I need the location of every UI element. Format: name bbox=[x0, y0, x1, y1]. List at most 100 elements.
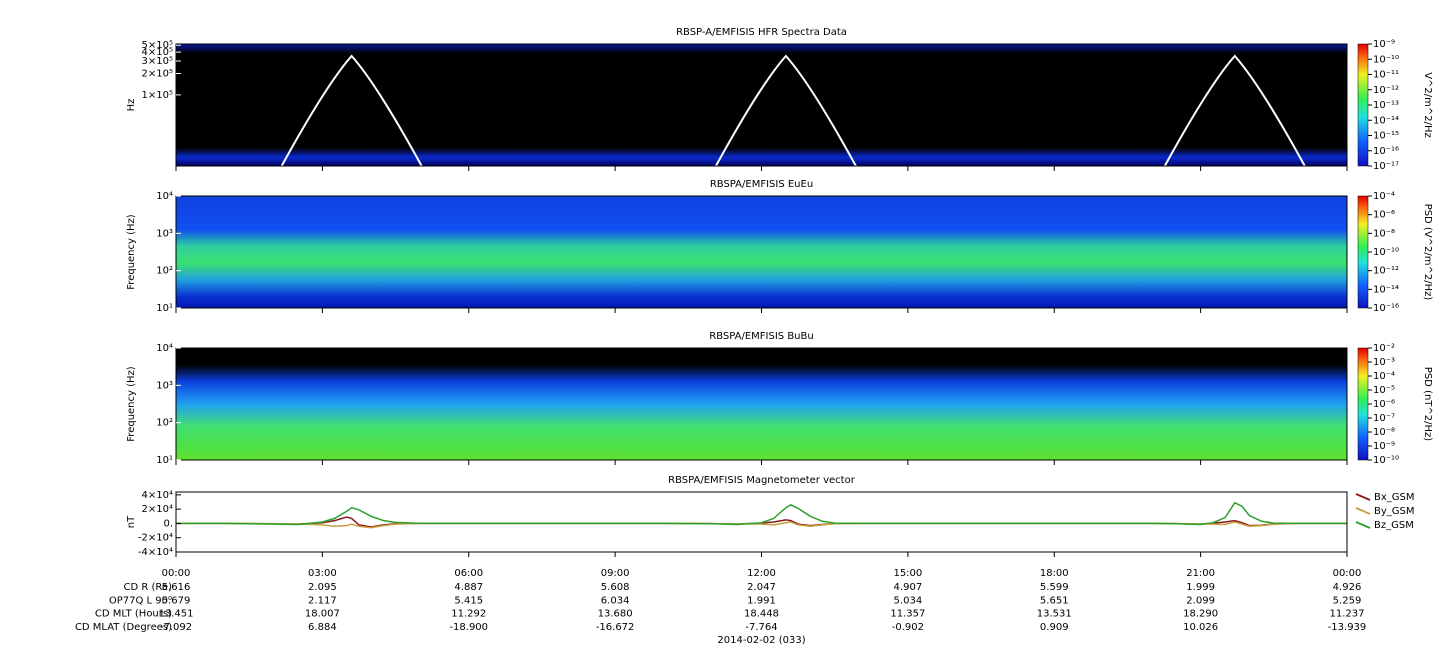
colorbar bbox=[1357, 195, 1369, 309]
y-tick-label: 10³ bbox=[156, 228, 173, 239]
colorbar-tick-label: 10⁻¹⁷ bbox=[1373, 161, 1399, 172]
legend-swatch bbox=[1355, 507, 1371, 515]
ephemeris-value: -18.900 bbox=[449, 622, 488, 633]
colorbar-tick-label: 10⁻¹⁰ bbox=[1373, 54, 1399, 65]
ephemeris-value: 5.259 bbox=[1333, 595, 1362, 606]
x-axis-label: 2014-02-02 (033) bbox=[717, 635, 805, 646]
legend-swatch bbox=[1355, 493, 1371, 501]
legend-label: Bz_GSM bbox=[1374, 520, 1414, 531]
y-tick-label: 5×10⁵ bbox=[142, 40, 173, 51]
y-tick-label: 10³ bbox=[156, 380, 173, 391]
y-axis-label: Frequency (Hz) bbox=[126, 366, 137, 442]
ephemeris-value: 5.608 bbox=[601, 582, 630, 593]
overlay-curve bbox=[1163, 54, 1306, 167]
overlay-curve bbox=[280, 54, 423, 167]
spectrogram-image bbox=[176, 44, 1347, 166]
y-tick-label: 10⁴ bbox=[156, 343, 173, 354]
colorbar-tick-label: 10⁻⁹ bbox=[1373, 441, 1395, 452]
x-tick-label: 00:00 bbox=[1333, 568, 1362, 579]
colorbar-tick-label: 10⁻¹⁶ bbox=[1373, 146, 1399, 157]
colorbar-tick-label: 10⁻⁴ bbox=[1373, 191, 1395, 202]
ephemeris-value: 18.290 bbox=[1183, 609, 1218, 620]
ephemeris-value: 2.095 bbox=[308, 582, 337, 593]
x-tick-label: 12:00 bbox=[747, 568, 776, 579]
y-tick-label: 4×10⁵ bbox=[142, 47, 173, 58]
ephemeris-value: 2.047 bbox=[747, 582, 776, 593]
ephemeris-value: -7.092 bbox=[160, 622, 192, 633]
y-axis-label: nT bbox=[126, 515, 137, 528]
ephemeris-label: CD MLAT (Degrees) bbox=[75, 622, 172, 633]
panel-title: RBSPA/EMFISIS EuEu bbox=[710, 179, 813, 190]
colorbar-tick-label: 10⁻¹⁴ bbox=[1373, 284, 1399, 295]
x-tick-label: 00:00 bbox=[162, 568, 191, 579]
y-tick-label: 10¹ bbox=[156, 455, 173, 466]
colorbar-tick-label: 10⁻¹⁵ bbox=[1373, 131, 1399, 142]
y-tick-label: 3×10⁵ bbox=[142, 56, 173, 67]
ephemeris-value: 4.926 bbox=[1333, 582, 1362, 593]
y-tick-label: 4×10⁴ bbox=[142, 490, 173, 501]
colorbar-tick-label: 10⁻¹¹ bbox=[1373, 70, 1399, 81]
ephemeris-value: 6.884 bbox=[308, 622, 337, 633]
x-tick-label: 21:00 bbox=[1186, 568, 1215, 579]
colorbar-tick-label: 10⁻⁵ bbox=[1373, 385, 1395, 396]
ephemeris-value: -7.764 bbox=[745, 622, 777, 633]
colorbar-tick-label: 10⁻⁶ bbox=[1373, 210, 1395, 221]
ephemeris-value: 10.026 bbox=[1183, 622, 1218, 633]
ephemeris-value: 13.680 bbox=[598, 609, 633, 620]
ephemeris-value: 6.034 bbox=[601, 595, 630, 606]
ephemeris-value: 5.651 bbox=[1040, 595, 1069, 606]
ephemeris-value: 18.448 bbox=[744, 609, 779, 620]
x-tick-label: 18:00 bbox=[1040, 568, 1069, 579]
legend-label: By_GSM bbox=[1374, 506, 1415, 517]
ephemeris-label: CD R (Re) bbox=[124, 582, 173, 593]
legend-swatch bbox=[1355, 521, 1371, 529]
ephemeris-label: CD MLT (Hours) bbox=[95, 609, 172, 620]
colorbar bbox=[1357, 347, 1369, 461]
ephemeris-value: 1.991 bbox=[747, 595, 776, 606]
colorbar-tick-label: 10⁻¹⁶ bbox=[1373, 303, 1399, 314]
ephemeris-value: 4.907 bbox=[894, 582, 923, 593]
ephemeris-value: -13.939 bbox=[1328, 622, 1367, 633]
ephemeris-value: 5.616 bbox=[162, 582, 191, 593]
ephemeris-value: 2.117 bbox=[308, 595, 337, 606]
panel-title: RBSP-A/EMFISIS HFR Spectra Data bbox=[676, 27, 847, 38]
y-axis-label: Frequency (Hz) bbox=[126, 214, 137, 290]
colorbar-tick-label: 10⁻² bbox=[1373, 343, 1395, 354]
y-tick-label: 10¹ bbox=[156, 303, 173, 314]
panel-title: RBSPA/EMFISIS Magnetometer vector bbox=[668, 475, 856, 486]
ephemeris-value: 5.415 bbox=[454, 595, 483, 606]
y-tick-label: 10² bbox=[156, 418, 173, 429]
colorbar-tick-label: 10⁻³ bbox=[1373, 357, 1395, 368]
y-tick-label: 10⁴ bbox=[156, 191, 173, 202]
ephemeris-label: OP77Q L 90⁰ bbox=[109, 595, 172, 606]
colorbar-tick-label: 10⁻⁷ bbox=[1373, 413, 1395, 424]
colorbar-label: PSD (nT^2/Hz) bbox=[1422, 367, 1433, 441]
panel-title: RBSPA/EMFISIS BuBu bbox=[709, 331, 813, 342]
colorbar-tick-label: 10⁻¹² bbox=[1373, 266, 1399, 277]
colorbar-tick-label: 10⁻⁶ bbox=[1373, 399, 1395, 410]
ephemeris-value: 0.909 bbox=[1040, 622, 1069, 633]
colorbar bbox=[1357, 43, 1369, 167]
spectrogram-image bbox=[176, 196, 1347, 308]
x-tick-label: 15:00 bbox=[893, 568, 922, 579]
ephemeris-value: -0.902 bbox=[892, 622, 924, 633]
ephemeris-value: 18.007 bbox=[305, 609, 340, 620]
ephemeris-value: 5.679 bbox=[162, 595, 191, 606]
colorbar-tick-label: 10⁻¹⁰ bbox=[1373, 455, 1399, 466]
overlay-curve bbox=[715, 54, 857, 167]
spectrogram-image bbox=[176, 348, 1347, 460]
ephemeris-value: 1.999 bbox=[1186, 582, 1215, 593]
ephemeris-value: 11.237 bbox=[1330, 609, 1365, 620]
x-tick-label: 03:00 bbox=[308, 568, 337, 579]
colorbar-label: V^2/m^2/Hz bbox=[1422, 72, 1433, 138]
ephemeris-value: 2.099 bbox=[1186, 595, 1215, 606]
x-tick-label: 06:00 bbox=[454, 568, 483, 579]
series-line bbox=[176, 521, 1347, 529]
y-tick-label: 2×10⁴ bbox=[142, 504, 173, 515]
ephemeris-value: 11.292 bbox=[451, 609, 486, 620]
y-tick-label: 2×10⁵ bbox=[142, 69, 173, 80]
colorbar-tick-label: 10⁻¹³ bbox=[1373, 100, 1399, 111]
colorbar-tick-label: 10⁻⁸ bbox=[1373, 228, 1395, 239]
y-axis-label: Hz bbox=[126, 99, 137, 112]
